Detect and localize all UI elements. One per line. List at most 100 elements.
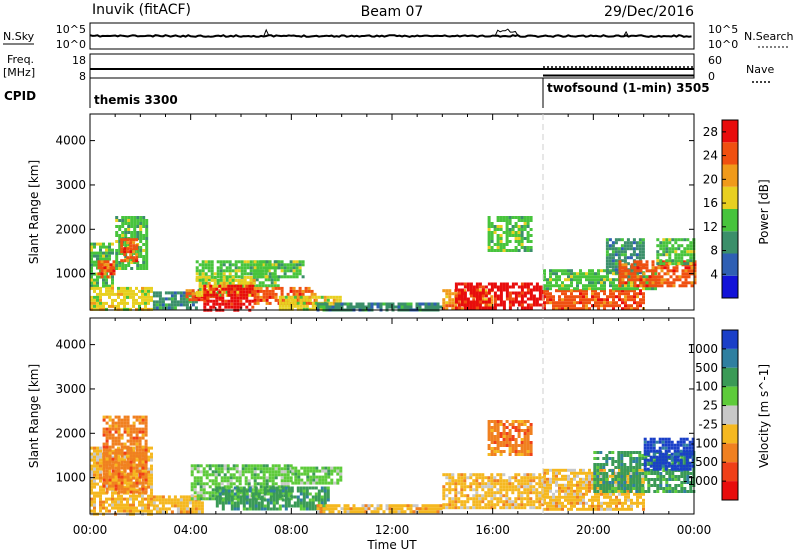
range-cell	[101, 275, 104, 278]
range-cell	[339, 479, 342, 482]
range-cell	[673, 272, 676, 275]
range-cell	[674, 259, 677, 262]
range-cell	[527, 435, 530, 438]
range-cell	[130, 449, 133, 452]
range-cell	[93, 468, 96, 471]
range-cell	[533, 304, 536, 307]
range-cell	[463, 503, 466, 506]
range-cell	[269, 470, 272, 473]
range-cell	[285, 305, 288, 308]
range-cell	[99, 456, 102, 459]
range-cell	[107, 263, 110, 266]
range-cell	[689, 253, 692, 256]
range-cell	[579, 472, 582, 475]
range-cell	[686, 247, 689, 250]
range-cell	[312, 479, 315, 482]
range-cell	[517, 485, 520, 488]
range-cell	[254, 296, 257, 299]
range-cell	[524, 438, 527, 441]
range-cell	[603, 275, 606, 278]
range-cell	[244, 282, 247, 285]
range-cell	[588, 478, 591, 481]
range-cell	[539, 295, 542, 298]
range-cell	[475, 485, 478, 488]
range-cell	[344, 507, 347, 510]
range-cell	[658, 266, 661, 269]
range-cell	[117, 510, 120, 513]
range-cell	[558, 508, 561, 511]
range-cell	[129, 510, 132, 513]
range-cell	[609, 301, 612, 304]
range-cell	[300, 473, 303, 476]
range-cell	[336, 479, 339, 482]
range-cell	[564, 301, 567, 304]
range-cell	[121, 455, 124, 458]
range-cell	[230, 476, 233, 479]
range-cell	[612, 262, 615, 265]
range-cell	[573, 496, 576, 499]
range-cell	[244, 279, 247, 282]
range-cell	[327, 467, 330, 470]
range-cell	[667, 269, 670, 272]
range-cell	[271, 281, 274, 284]
range-cell	[99, 293, 102, 296]
range-cell	[297, 496, 300, 499]
range-cell	[303, 482, 306, 485]
range-cell	[264, 505, 267, 508]
range-cell	[472, 506, 475, 509]
range-cell	[652, 284, 655, 287]
range-cell	[192, 295, 195, 298]
range-cell	[503, 450, 506, 453]
range-cell	[588, 499, 591, 502]
range-cell	[582, 287, 585, 290]
range-cell	[245, 482, 248, 485]
range-cell	[643, 284, 646, 287]
range-cell	[588, 472, 591, 475]
range-cell	[127, 440, 130, 443]
range-cell	[606, 241, 609, 244]
range-cell	[133, 416, 136, 419]
range-cell	[255, 487, 258, 490]
range-cell	[309, 508, 312, 511]
range-cell	[145, 255, 148, 258]
range-cell	[561, 301, 564, 304]
range-cell	[242, 291, 245, 294]
range-cell	[582, 298, 585, 301]
range-cell	[494, 298, 497, 301]
range-cell	[476, 307, 479, 310]
range-cell	[627, 304, 630, 307]
range-cell	[183, 507, 186, 510]
range-cell	[101, 269, 104, 272]
range-cell	[145, 240, 148, 243]
range-cell	[609, 271, 612, 274]
range-cell	[127, 479, 130, 482]
range-cell	[448, 289, 451, 292]
range-cell	[482, 307, 485, 310]
range-cell	[594, 505, 597, 508]
range-cell	[237, 502, 240, 505]
range-cell	[269, 302, 272, 305]
range-cell	[383, 303, 386, 306]
range-cell	[96, 252, 99, 255]
power-colorbar-label: Power [dB]	[757, 179, 771, 244]
range-cell	[180, 291, 183, 294]
range-cell	[300, 296, 303, 299]
range-cell	[530, 292, 533, 295]
range-cell	[445, 503, 448, 506]
range-cell	[297, 487, 300, 490]
range-cell	[619, 269, 622, 272]
range-cell	[494, 292, 497, 295]
range-cell	[527, 289, 530, 292]
range-cell	[266, 464, 269, 467]
range-cell	[145, 491, 148, 494]
range-cell	[662, 253, 665, 256]
range-cell	[676, 269, 679, 272]
range-cell	[216, 487, 219, 490]
range-cell	[133, 458, 136, 461]
range-cell	[662, 250, 665, 253]
range-cell	[145, 419, 148, 422]
range-cell	[111, 501, 114, 504]
range-cell	[109, 419, 112, 422]
range-cell	[685, 269, 688, 272]
range-cell	[215, 297, 218, 300]
